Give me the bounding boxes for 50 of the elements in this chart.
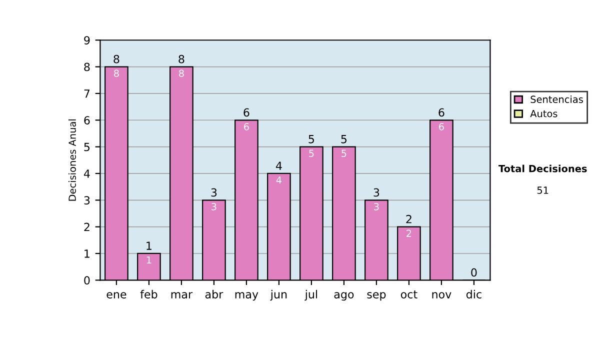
x-tick-label: nov <box>432 292 452 298</box>
total-label: 3 <box>374 188 380 197</box>
x-tick-label: dic <box>466 290 482 298</box>
x-tick-label: jul <box>304 290 318 301</box>
y-tick-label: 9 <box>84 36 90 44</box>
y-tick-label: 6 <box>84 116 90 125</box>
legend-label: Sentencias <box>530 95 583 104</box>
x-tick-label: feb <box>140 290 158 298</box>
total-label: 6 <box>244 108 250 117</box>
data-label: 3 <box>374 202 379 210</box>
total-label: 0 <box>471 268 477 277</box>
total-label: 5 <box>308 135 314 144</box>
text: Total Decisiones <box>498 164 587 172</box>
x-tick-label: jun <box>270 290 287 301</box>
x-tick-label: ene <box>106 292 126 298</box>
x-tick-label: mar <box>171 292 193 298</box>
y-tick-label: 0 <box>84 276 90 285</box>
data-label: 1 <box>146 256 152 264</box>
data-label: 5 <box>342 150 346 157</box>
x-tick-label: ago <box>334 292 354 301</box>
y-tick-label: 5 <box>84 142 90 152</box>
data-label: 5 <box>309 150 314 157</box>
data-label: 8 <box>114 70 119 77</box>
data-label: 2 <box>406 230 412 237</box>
text: 51 <box>537 186 548 194</box>
total-label: 8 <box>178 54 184 64</box>
y-tick-label: 1 <box>84 250 90 258</box>
data-label: 3 <box>212 202 216 210</box>
total-label: 8 <box>114 54 120 64</box>
x-tick-label: abr <box>205 290 224 298</box>
total-label: 6 <box>438 108 444 117</box>
x-tick-label: may <box>235 292 258 301</box>
y-tick-label: 8 <box>84 62 90 72</box>
data-label: 6 <box>439 122 444 130</box>
y-tick-label: 3 <box>84 196 90 205</box>
data-label: 6 <box>244 122 249 130</box>
total-label: 2 <box>406 214 412 224</box>
data-label: 8 <box>179 70 184 77</box>
x-tick-label: oct <box>400 290 418 298</box>
legend-label: Autos <box>530 110 558 118</box>
y-tick-label: 4 <box>84 170 90 178</box>
total-label: 4 <box>276 162 282 170</box>
total-label: 1 <box>146 242 152 250</box>
x-tick-label: sep <box>367 292 386 301</box>
data-label: 4 <box>276 176 282 184</box>
y-tick-label: 7 <box>84 90 90 98</box>
total-label: 5 <box>341 135 347 144</box>
total-label: 3 <box>211 188 217 197</box>
y-axis-title: Decisiones Anual <box>68 119 76 201</box>
y-tick-label: 2 <box>84 222 90 232</box>
